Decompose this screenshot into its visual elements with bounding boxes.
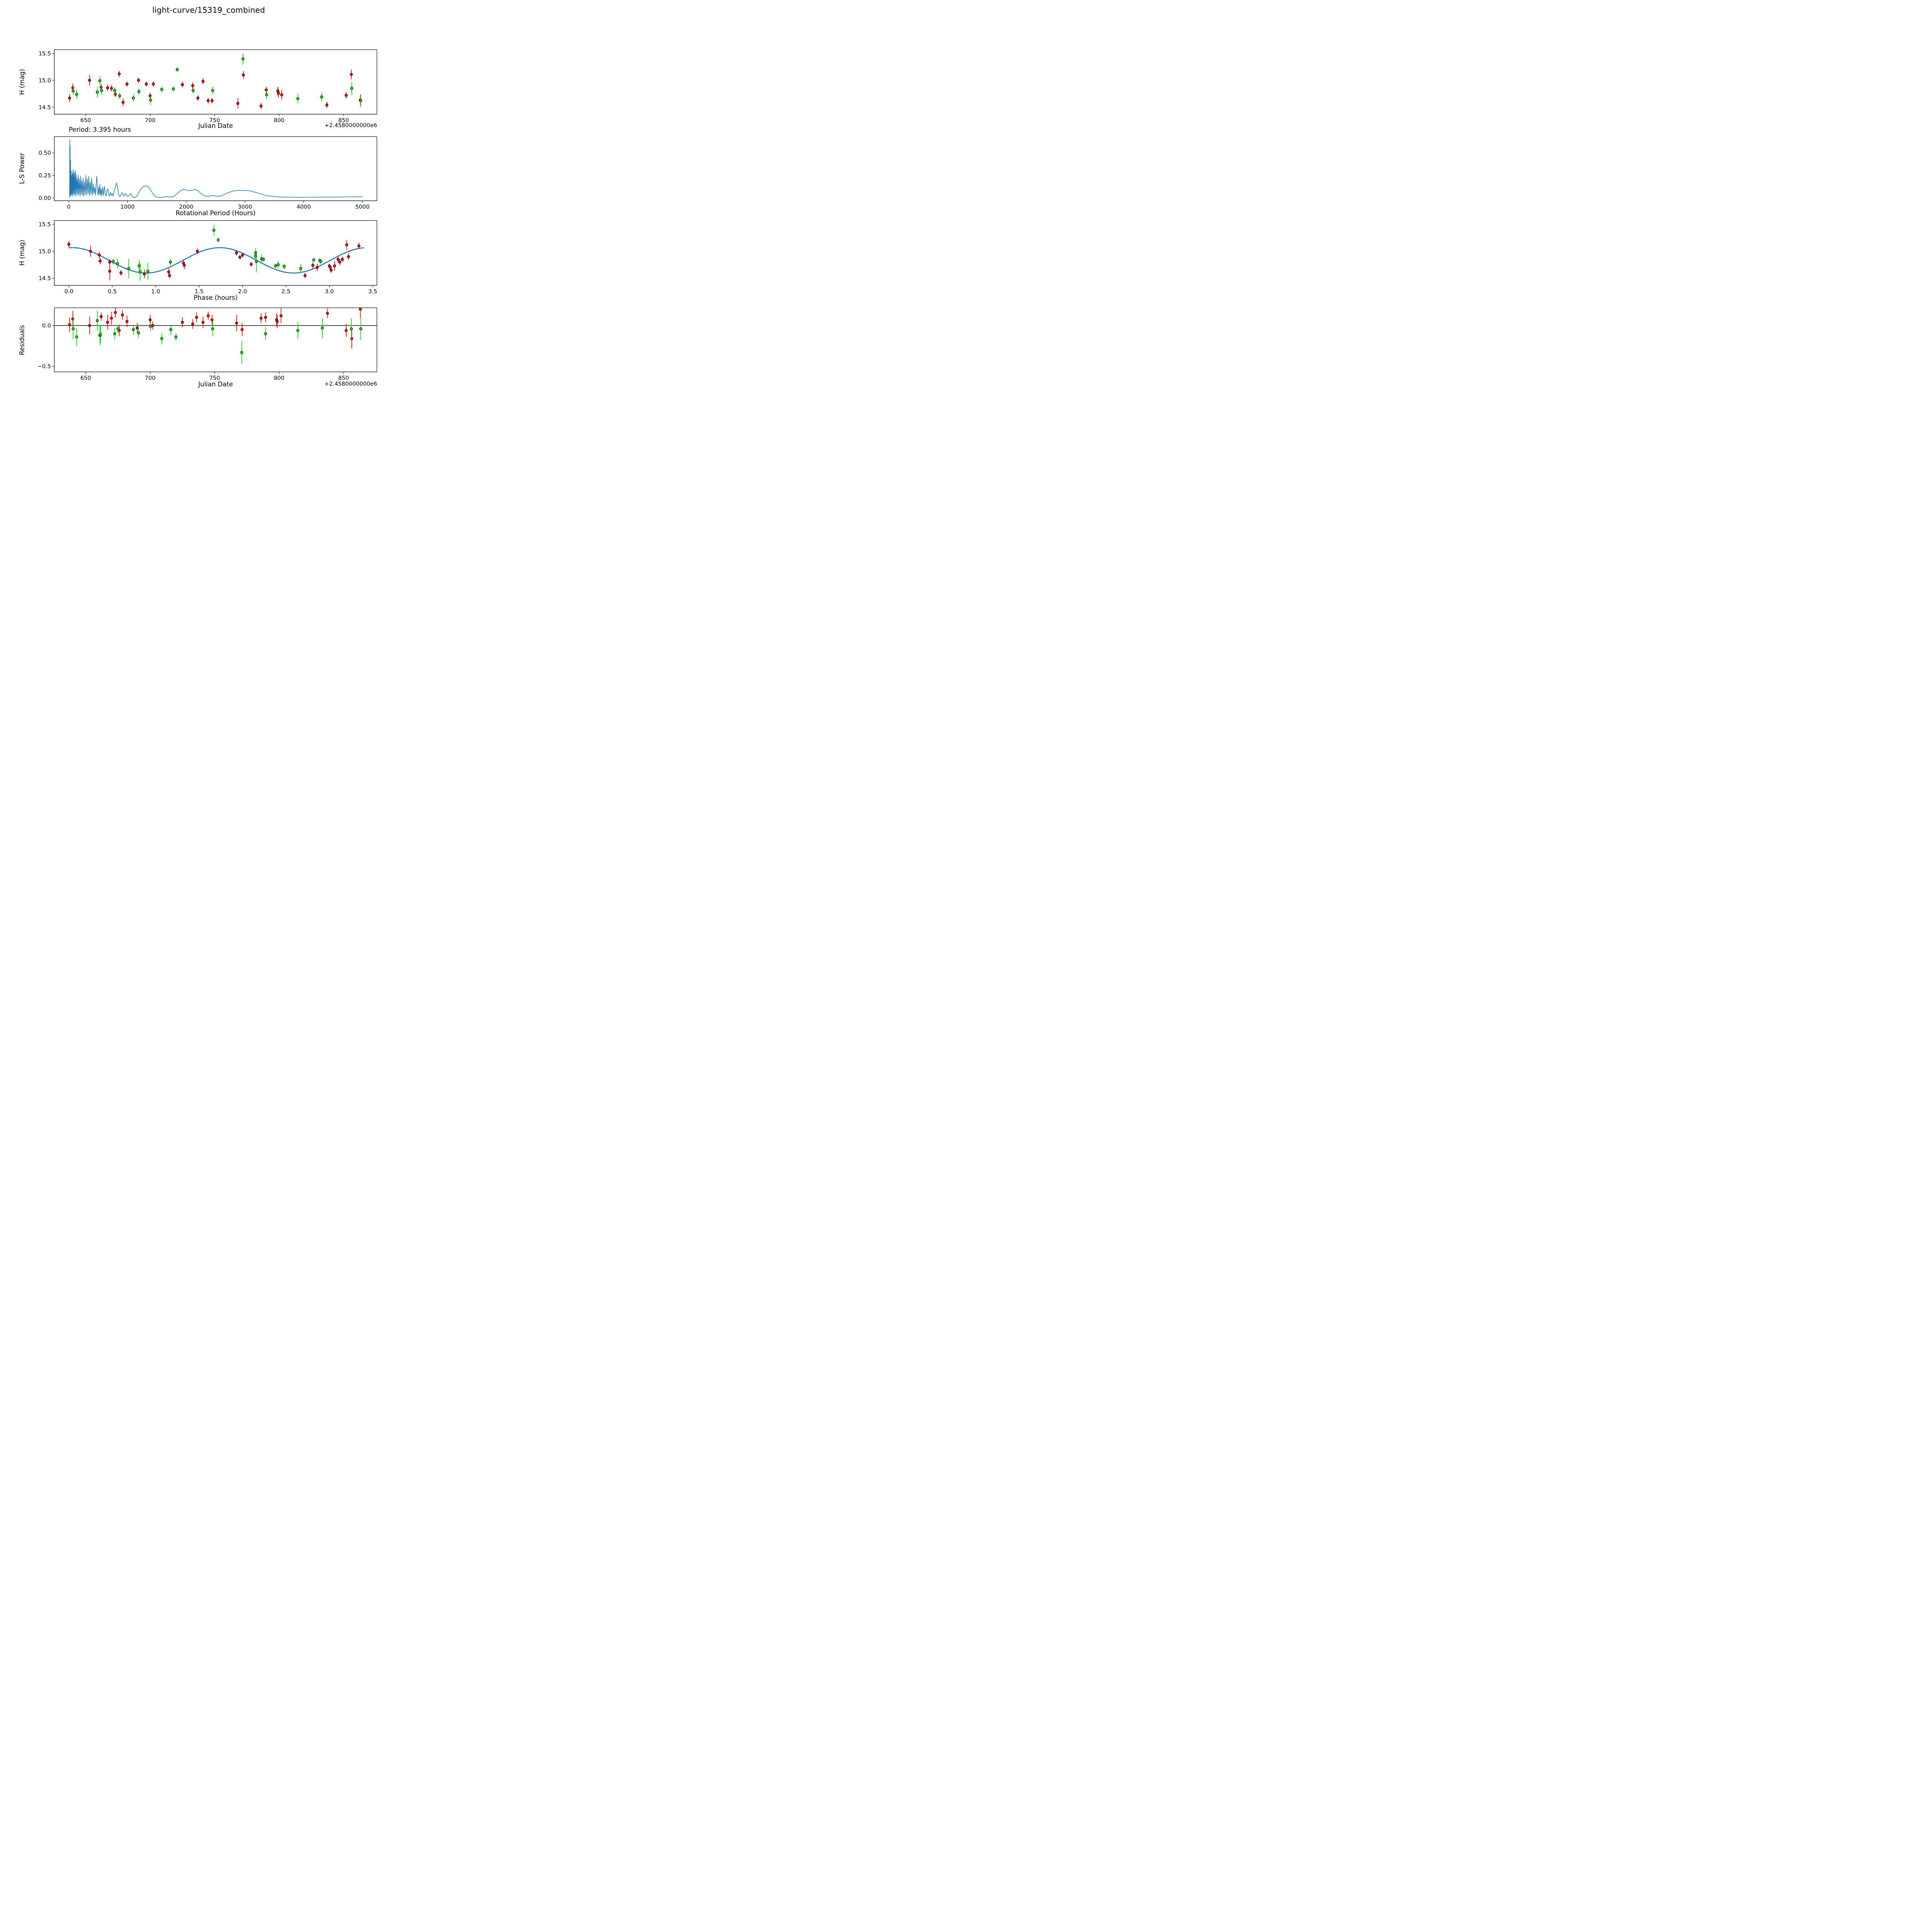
panel4-y-axis-label: Residuals xyxy=(18,325,26,355)
y-tick-label: 0.00 xyxy=(39,195,51,201)
x-tick-label: 1.0 xyxy=(151,289,160,295)
x-tick-label: 700 xyxy=(145,117,156,124)
red-band-series xyxy=(68,308,362,349)
y-tick-label: −0.5 xyxy=(37,364,51,370)
x-tick-label: 4000 xyxy=(297,204,311,210)
x-tick-label: 1.5 xyxy=(195,289,204,295)
x-tick-label: 5000 xyxy=(355,204,370,210)
plot-area xyxy=(69,139,363,198)
plot-area xyxy=(67,224,364,281)
x-tick-label: 0.5 xyxy=(108,289,117,295)
x-tick-label: 3.0 xyxy=(325,289,334,295)
x-tick-label: 2.0 xyxy=(238,289,247,295)
x-tick-label: 2.5 xyxy=(282,289,291,295)
figure-title: light-curve/15319_combined xyxy=(152,5,265,15)
panel3-x-axis-label: Phase (hours) xyxy=(194,294,238,301)
panel4-x-offset-text: +2.4580000000e6 xyxy=(324,381,377,387)
axes-frame xyxy=(54,49,378,115)
y-tick-label: 0.0 xyxy=(42,323,51,329)
x-tick-label: 3.5 xyxy=(368,289,377,295)
y-tick-label: 14.5 xyxy=(39,276,51,282)
x-tick-label: 700 xyxy=(145,375,156,381)
red-band-series xyxy=(68,70,362,109)
green-band-series xyxy=(71,53,362,107)
phase-curve-panel: 0.0 0.5 1.0 1.5 2.0 2.5 3.0 3.5 14.5 15.0 15.5 xyxy=(31,220,377,297)
axes-frame xyxy=(54,307,378,372)
panel2-x-axis-label: Rotational Period (Hours) xyxy=(175,209,256,217)
x-tick-label: 650 xyxy=(80,375,91,381)
panel3-y-axis-label: H (mag) xyxy=(18,240,26,266)
y-tick-label: 15.5 xyxy=(39,221,51,228)
y-tick-label: 0.25 xyxy=(39,173,51,179)
x-tick-label: 3000 xyxy=(238,204,252,210)
x-tick-label: 1000 xyxy=(121,204,135,210)
periodogram-panel: 0 1000 2000 3000 4000 5000 0.00 0.25 0.50 xyxy=(31,136,378,213)
figure-canvas: light-curve/15319_combined H (mag) 650 70… xyxy=(0,0,417,417)
x-tick-label: 850 xyxy=(338,117,349,124)
x-tick-label: 750 xyxy=(209,375,220,381)
panel2-y-axis-label: L-S Power xyxy=(18,153,26,184)
residuals-plot: 650 700 750 800 850 0.0 −0.5 xyxy=(37,307,378,381)
periodogram-plot: 0 1000 2000 3000 4000 5000 0.00 0.25 0.50 xyxy=(39,136,378,210)
y-tick-label: 0.50 xyxy=(39,150,51,156)
plot-area xyxy=(68,53,362,109)
red-band-series xyxy=(67,240,361,281)
green-band-series xyxy=(111,224,322,281)
y-tick-label: 15.0 xyxy=(39,248,51,255)
x-tick-label: 800 xyxy=(274,117,285,124)
y-tick-label: 14.5 xyxy=(39,104,51,111)
panel1-y-axis-label: H (mag) xyxy=(18,69,26,95)
panel1-x-axis-label: Julian Date xyxy=(198,122,233,129)
jd-lightcurve-panel: 650 700 750 800 850 14.5 15.0 15.5 xyxy=(31,49,378,126)
axes-frame xyxy=(54,220,378,286)
period-annotation: Period: 3.395 hours xyxy=(69,126,131,133)
x-tick-label: 0 xyxy=(67,204,70,210)
panel4-x-axis-label: Julian Date xyxy=(198,381,233,388)
periodogram-curve xyxy=(69,139,363,198)
x-tick-label: 800 xyxy=(274,375,285,381)
y-tick-label: 15.0 xyxy=(39,78,51,84)
x-tick-label: 2000 xyxy=(179,204,194,210)
phase-curve-plot: 0.0 0.5 1.0 1.5 2.0 2.5 3.0 3.5 14.5 15.0 15.5 xyxy=(39,220,378,295)
plot-area xyxy=(54,308,377,364)
axes-frame xyxy=(54,136,378,201)
x-tick-label: 850 xyxy=(338,375,349,381)
x-tick-label: 0.0 xyxy=(65,289,73,295)
x-tick-label: 750 xyxy=(209,117,220,124)
panel1-x-offset-text: +2.4580000000e6 xyxy=(324,122,377,129)
y-tick-label: 15.5 xyxy=(39,51,51,57)
jd-lightcurve-plot: 650 700 750 800 850 14.5 15.0 15.5 xyxy=(39,49,378,124)
green-band-series xyxy=(71,311,362,364)
x-tick-label: 650 xyxy=(80,117,91,124)
residuals-panel: 650 700 750 800 850 0.0 −0.5 xyxy=(31,307,378,384)
